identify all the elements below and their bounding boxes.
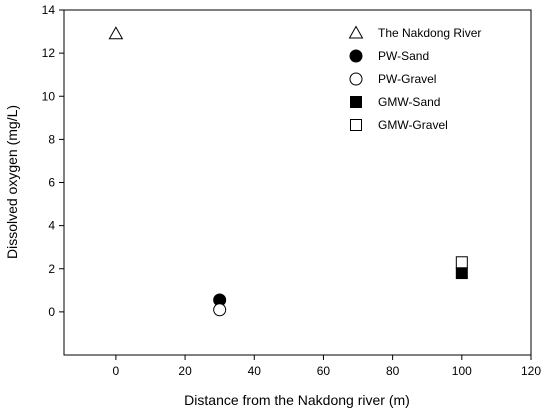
- x-tick-label: 0: [113, 364, 120, 378]
- legend-label: The Nakdong River: [378, 26, 481, 40]
- data-points: [108, 26, 468, 317]
- data-point: [108, 26, 124, 40]
- data-point: [213, 303, 227, 317]
- legend-label: PW-Gravel: [378, 72, 436, 86]
- data-point: [455, 256, 468, 269]
- legend: The Nakdong River PW-Sand PW-Gravel GMW-San…: [348, 25, 481, 132]
- legend-label: PW-Sand: [378, 49, 429, 63]
- y-tick-label: 12: [42, 46, 56, 60]
- y-axis: 0 2 4 6 8 10 12 14: [42, 3, 64, 319]
- y-tick-label: 0: [48, 305, 55, 319]
- x-tick-label: 60: [317, 364, 331, 378]
- x-axis-title: Distance from the Nakdong river (m): [184, 392, 410, 408]
- y-tick-label: 2: [48, 262, 55, 276]
- y-tick-label: 4: [48, 219, 55, 233]
- legend-marker: [350, 96, 362, 108]
- x-tick-label: 120: [521, 364, 541, 378]
- y-tick-label: 6: [48, 176, 55, 190]
- x-tick-label: 80: [386, 364, 400, 378]
- x-tick-label: 40: [248, 364, 262, 378]
- legend-marker: [349, 72, 363, 86]
- x-tick-label: 100: [452, 364, 472, 378]
- y-tick-label: 8: [48, 132, 55, 146]
- y-tick-label: 14: [42, 3, 56, 17]
- legend-marker: [349, 49, 363, 63]
- legend-label: GMW-Sand: [378, 95, 440, 109]
- x-tick-label: 20: [178, 364, 192, 378]
- plot-area: [63, 9, 532, 356]
- data-point: [455, 267, 468, 280]
- y-tick-label: 10: [42, 89, 56, 103]
- y-axis-title: Dissolved oxygen (mg/L): [4, 105, 20, 259]
- legend-marker: [348, 25, 364, 39]
- x-axis: 0 20 40 60 80 100 120: [113, 355, 541, 378]
- legend-marker: [350, 119, 362, 131]
- legend-label: GMW-Gravel: [378, 118, 448, 132]
